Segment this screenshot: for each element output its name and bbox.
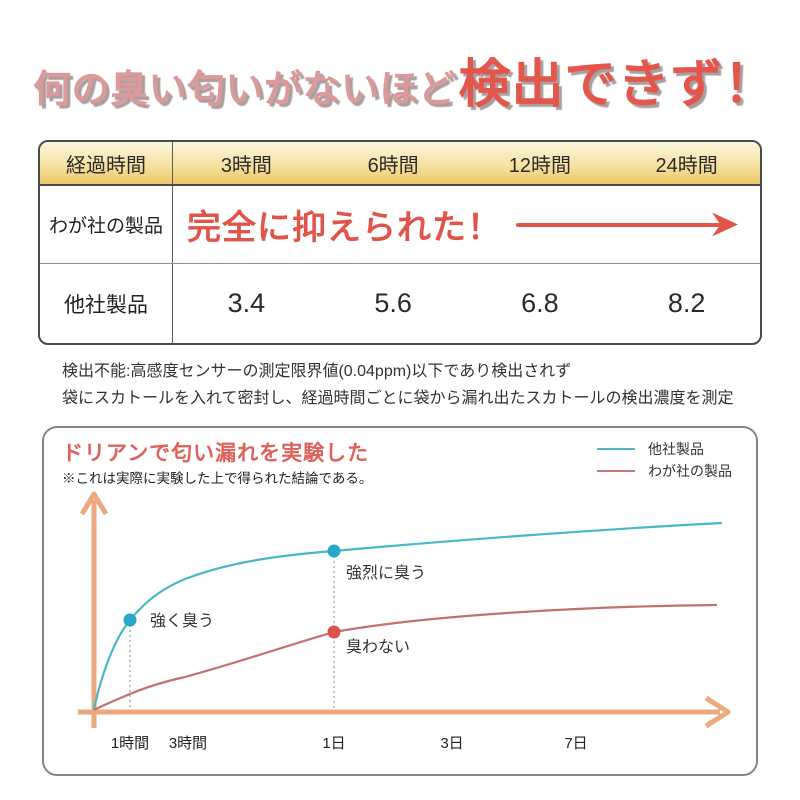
chart-legend: 他社製品 わが社の製品 (597, 438, 732, 482)
table-header-elapsed-time: 経過時間 (40, 142, 173, 184)
table-header-12h: 12時間 (508, 154, 571, 177)
x-tick-3day: 3日 (440, 735, 463, 752)
other-products-value-12h: 6.8 (521, 288, 559, 318)
measurement-notes: 検出不能:高感度センサーの測定限界値(0.04ppm)以下であり検出されず 袋に… (62, 358, 734, 412)
x-axis-arrowhead-icon (704, 695, 731, 729)
chart-subtitle: ※これは実際に実験した上で得られた結論である。 (62, 471, 373, 486)
other-products-value-24h: 8.2 (667, 288, 706, 318)
point-competitor-1day (327, 544, 341, 558)
curve-competitor (92, 521, 723, 710)
legend-item-ours: わが社の製品 (597, 460, 732, 482)
chart-title: ドリアンで匂い漏れを実験した (62, 442, 370, 465)
results-table: 経過時間 3時間 6時間 12時間 24時間 わが社の製品 完全に抑えられた！ … (38, 140, 762, 345)
page-title: 何の臭い匂いがないほど 検出できず！ (33, 42, 776, 117)
line-chart: 強く臭う 強烈に臭う 臭わない 1時間 3時間 1日 3日 7日 (78, 491, 731, 752)
table-header-6h: 6時間 (367, 154, 419, 177)
point-competitor-1h (123, 613, 137, 627)
table-header-24h: 24時間 (655, 154, 718, 177)
point-ours-1day (327, 625, 341, 639)
right-arrow-icon (514, 212, 738, 238)
table-header-3h: 3時間 (220, 154, 272, 177)
annotation-no-smell: 臭わない (346, 638, 410, 656)
x-tick-1h: 1時間 (111, 735, 149, 752)
experiment-chart-panel: ドリアンで匂い漏れを実験した ※これは実際に実験した上で得られた結論である。 他… (42, 426, 758, 776)
our-product-result-text: 完全に抑えられた！ (187, 210, 502, 247)
arrow-shaft (516, 222, 724, 227)
legend-line-competitor (597, 448, 635, 450)
table-header-row: 経過時間 3時間 6時間 12時間 24時間 (40, 142, 760, 186)
annotation-strong-smell: 強く臭う (150, 612, 214, 630)
x-tick-1day: 1日 (322, 735, 345, 752)
other-products-value-6h: 5.6 (374, 288, 412, 318)
legend-item-competitor: 他社製品 (597, 438, 732, 460)
table-row-our-product: わが社の製品 完全に抑えられた！ (40, 186, 760, 264)
y-axis-arrowhead-icon (79, 491, 109, 516)
curve-our-product (93, 603, 718, 711)
row-label-our-product: わが社の製品 (40, 186, 173, 263)
annotation-intense-smell: 強烈に臭う (346, 564, 426, 582)
legend-line-ours (597, 470, 635, 472)
other-products-value-3h: 3.4 (227, 288, 266, 318)
title-lead-text: 何の臭い匂いがないほど (33, 69, 457, 111)
title-emphasis-text: 検出できず！ (458, 57, 777, 114)
row-label-other-products: 他社製品 (40, 264, 173, 343)
x-tick-3h: 3時間 (169, 735, 207, 752)
x-tick-7day: 7日 (564, 735, 587, 752)
table-row-other-products: 他社製品 3.4 5.6 6.8 8.2 (40, 264, 760, 343)
note-line-1: 検出不能:高感度センサーの測定限界値(0.04ppm)以下であり検出されず (62, 363, 572, 380)
legend-label-competitor: 他社製品 (648, 441, 704, 457)
legend-label-ours: わが社の製品 (648, 463, 732, 479)
note-line-2: 袋にスカトールを入れて密封し、経過時間ごとに袋から漏れ出たスカトールの検出濃度を… (62, 390, 734, 407)
our-product-result-cell: 完全に抑えられた！ (173, 200, 760, 249)
